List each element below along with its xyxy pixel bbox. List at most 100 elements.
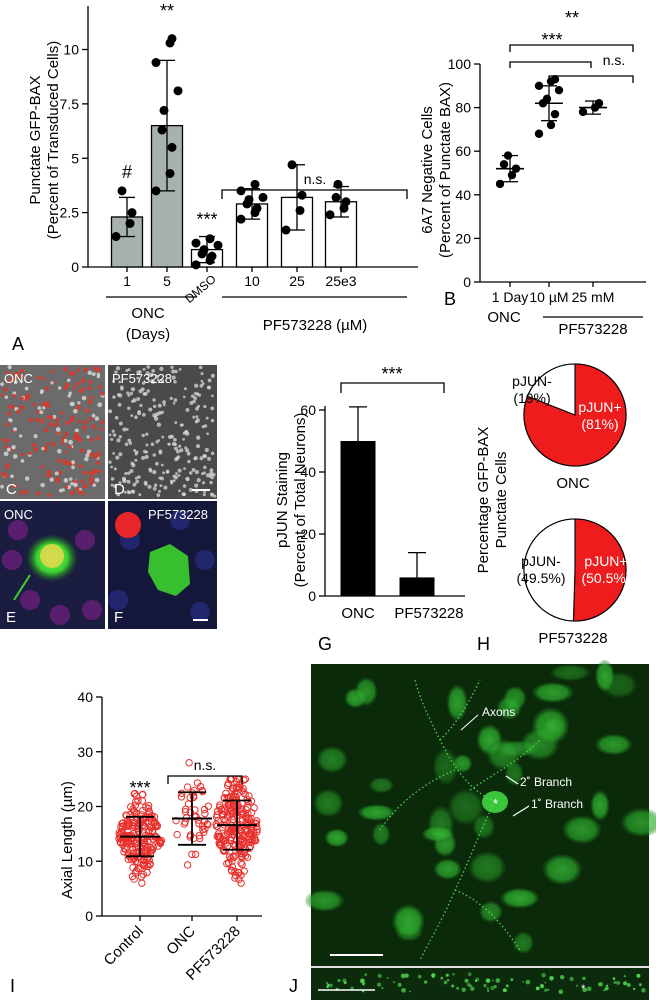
- micrograph-j-strip-signal: [544, 988, 548, 992]
- chart-a-ytick-label: 2.5: [60, 205, 80, 221]
- chart-h-pie1-neg-pct: (19%): [513, 390, 550, 406]
- micrograph-c-nucleus: [3, 473, 9, 478]
- chart-i-point: [140, 861, 149, 869]
- micrograph-d-nucleus: [202, 454, 206, 458]
- micrograph-c-nucleus: [58, 470, 63, 475]
- micrograph-j-cell: [433, 858, 462, 880]
- micrograph-d-nucleus: [141, 433, 145, 438]
- micrographs-c-f: ONC PF573228 ONC PF573228 C D E F: [0, 365, 217, 629]
- micrograph-j-cell: [368, 777, 394, 794]
- micrograph-d-nucleus: [173, 379, 177, 384]
- micrograph-c-nucleus: [32, 403, 36, 407]
- micrograph-d-nucleus: [178, 367, 182, 371]
- micrograph-c-nucleus: [73, 482, 78, 488]
- chart-i-point: [139, 870, 148, 879]
- micrograph-d-nucleus: [199, 384, 204, 388]
- micrograph-c-nucleus: [77, 489, 83, 495]
- chart-i-point: [184, 800, 193, 808]
- micrograph-d-nucleus: [183, 467, 186, 471]
- micrograph-d-nucleus: [159, 484, 163, 488]
- micrograph-c-nucleus: [82, 425, 87, 430]
- micrograph-d-nucleus: [168, 435, 172, 439]
- micrograph-c-nucleus: [62, 459, 67, 463]
- micrograph-d-nucleus: [136, 376, 140, 380]
- chart-a-point: [173, 86, 183, 96]
- micrograph-c-nucleus: [75, 486, 80, 492]
- chart-b-ns-label: n.s.: [603, 52, 626, 68]
- micrograph-d-nucleus: [152, 453, 156, 457]
- micrograph-d-nucleus: [209, 468, 214, 473]
- micrograph-d-nucleus: [119, 385, 124, 390]
- micrograph-d-nucleus: [128, 441, 133, 445]
- micrograph-c-nucleus: [74, 428, 80, 433]
- micrograph-d-nucleus: [129, 391, 133, 396]
- chart-i-point: [138, 879, 146, 887]
- micrograph-c-nucleus: [13, 380, 18, 385]
- micrograph-d-nucleus: [202, 493, 206, 497]
- chart-i-point: [137, 811, 146, 819]
- micrograph-j-cell: [500, 887, 540, 909]
- micrograph-d-nucleus: [146, 365, 150, 369]
- micrograph-e-nucleus: [2, 550, 22, 570]
- chart-i-point: [137, 872, 146, 881]
- micrograph-c-nucleus: [52, 414, 57, 419]
- chart-i-point: [245, 830, 253, 838]
- chart-a-xtick-label: 25e3: [325, 273, 356, 289]
- micrograph-d-nucleus: [112, 433, 117, 437]
- micrograph-c-nucleus: [3, 451, 9, 457]
- micrograph-c-nucleus: [87, 370, 93, 375]
- micrograph-d-nucleus: [210, 418, 215, 423]
- micrograph-j-strip-signal: [633, 987, 636, 991]
- micrograph-c-nucleus: [36, 491, 41, 496]
- micrograph-d-nucleus: [142, 392, 147, 396]
- panel-letter-a: A: [12, 334, 24, 354]
- chart-a-point: [125, 219, 135, 228]
- chart-b-ylabel2: (Percent of Punctate BAX): [437, 82, 454, 258]
- micrograph-d-nucleus: [199, 456, 204, 461]
- micrograph-c-nucleus: [77, 437, 83, 443]
- micrograph-c-nucleus: [78, 388, 83, 394]
- chart-i-ytick-label: 30: [77, 744, 93, 760]
- micrograph-c-nucleus: [76, 404, 81, 410]
- micrograph-d-nucleus: [211, 472, 216, 477]
- chart-i-point: [229, 785, 237, 793]
- micrograph-d-nucleus: [179, 423, 183, 427]
- micrograph-d-nucleus: [152, 398, 156, 402]
- micrograph-c-nucleus: [71, 465, 75, 470]
- chart-h-title: Percentage GFP-BAX: [475, 427, 492, 574]
- micrograph-j-strip-signal: [461, 987, 466, 992]
- chart-a-sig-hash: #: [122, 162, 132, 182]
- micrograph-d-nucleus: [137, 475, 141, 479]
- micrograph-d-nucleus: [116, 492, 121, 497]
- micrograph-d-nucleus: [182, 437, 185, 441]
- micrograph-d-nucleus: [174, 446, 179, 451]
- micrograph-c-nucleus: [42, 406, 46, 410]
- micrograph-j-strip-signal: [623, 975, 626, 978]
- micrograph-c-nucleus: [13, 372, 17, 376]
- chart-b-ytick-label: 100: [448, 56, 472, 72]
- chart-g-ylabel: pJUN Staining: [274, 452, 291, 548]
- chart-i-point: [128, 872, 137, 881]
- micrograph-f-red-nucleus: [115, 512, 141, 538]
- chart-h-pie1-pos-label: pJUN+: [578, 399, 621, 415]
- chart-i-point: [130, 790, 139, 798]
- micrograph-d-nucleus: [134, 415, 138, 420]
- micrograph-d-nucleus: [179, 448, 184, 453]
- micrograph-c-nucleus: [39, 419, 45, 424]
- micrograph-d-nucleus: [134, 452, 138, 456]
- micrograph-f-nucleus: [170, 510, 190, 530]
- micrograph-d-nucleus: [116, 393, 121, 397]
- panel-letter-d: D: [114, 481, 125, 498]
- chart-a-point: [258, 192, 268, 202]
- micrograph-j-strip-signal: [525, 979, 531, 985]
- chart-a-point: [341, 197, 351, 207]
- chart-a-point: [165, 168, 175, 178]
- micrograph-c-nucleus: [77, 401, 81, 405]
- micrograph-j-cell: [512, 931, 534, 954]
- micrograph-d-nucleus: [118, 435, 122, 439]
- micrograph-j-cell: [313, 788, 344, 818]
- chart-a-ytick-label: 5: [71, 150, 79, 166]
- micrograph-c-nucleus: [96, 436, 101, 441]
- micrograph-d-nucleus: [155, 440, 159, 444]
- micrograph-d-nucleus: [210, 406, 215, 411]
